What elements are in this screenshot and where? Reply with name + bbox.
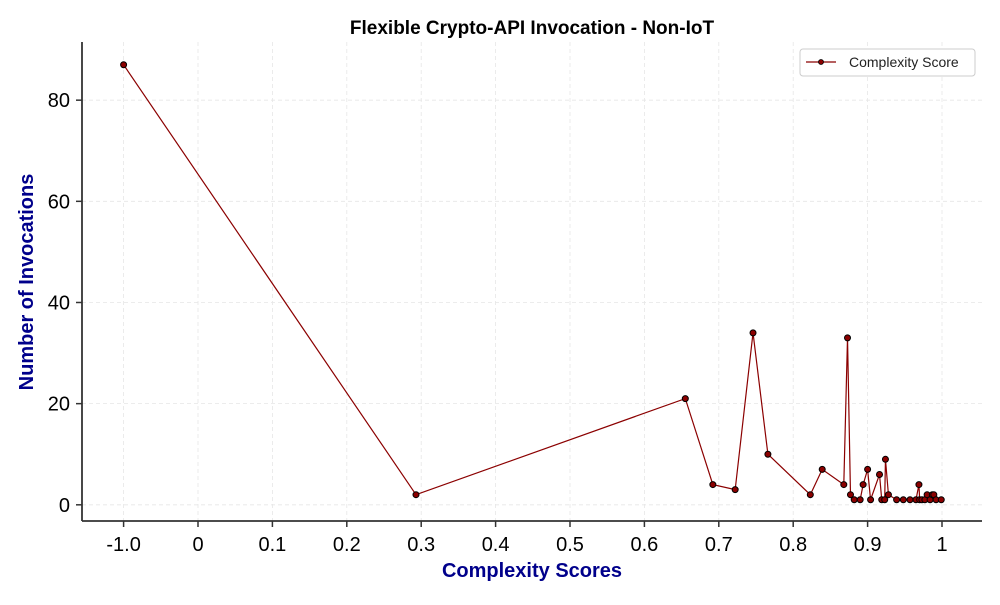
x-tick-label: 0.2: [333, 534, 361, 556]
data-point: [844, 334, 852, 342]
x-tick-label: 0.4: [482, 534, 510, 556]
chart-title: Flexible Crypto-API Invocation - Non-IoT: [350, 18, 715, 39]
data-point: [749, 329, 757, 337]
series-line: [123, 64, 942, 502]
series-complexity-score: [120, 61, 945, 504]
x-tick-label: 0.7: [705, 534, 733, 556]
legend-marker-swatch: [818, 59, 824, 65]
data-point: [846, 491, 854, 499]
y-tick-label: 0: [59, 495, 70, 517]
y-axis-label: Number of Invocations: [16, 174, 38, 391]
y-tick-label: 60: [48, 191, 70, 213]
data-point: [867, 496, 875, 504]
data-point: [412, 491, 420, 499]
grid: [82, 42, 982, 521]
data-point: [906, 496, 914, 504]
data-point: [893, 496, 901, 504]
data-point: [881, 496, 889, 504]
y-tick-label: 80: [48, 90, 70, 112]
x-axis-label: Complexity Scores: [442, 560, 622, 582]
x-tick-label: 0.1: [258, 534, 286, 556]
y-tick-label: 40: [48, 292, 70, 314]
data-point: [856, 496, 864, 504]
legend-box: [799, 48, 976, 77]
data-point: [681, 395, 689, 403]
data-point: [709, 481, 717, 489]
data-point: [859, 481, 867, 489]
x-tick-label: 0.5: [556, 534, 584, 556]
data-point: [850, 496, 858, 504]
x-tick-label: 0.8: [779, 534, 807, 556]
x-tick-label: 0.3: [407, 534, 435, 556]
data-point: [818, 465, 826, 473]
data-point: [731, 486, 739, 494]
data-point: [806, 491, 814, 499]
y-tick-label: 20: [48, 394, 70, 416]
data-point: [881, 455, 889, 463]
legend: Complexity Score: [799, 48, 976, 77]
x-tick-label: 1: [936, 534, 947, 556]
x-tick-label: 0.6: [630, 534, 658, 556]
x-tick-label: 0: [192, 534, 203, 556]
data-point: [899, 496, 907, 504]
axes: -1.0 0 0.1 0.2 0.3 0.4 0.5 0.6 0.7 0.8 0.9 1 0 20 40 60…: [48, 42, 982, 556]
data-point: [120, 61, 128, 69]
legend-label: Complexity Score: [849, 54, 959, 70]
data-point: [884, 491, 892, 499]
data-point: [915, 481, 923, 489]
x-tick-label: -1.0: [106, 534, 140, 556]
x-tick-label: 0.9: [854, 534, 882, 556]
data-point: [764, 450, 772, 458]
data-point: [876, 470, 884, 478]
data-point: [864, 465, 872, 473]
data-point: [840, 481, 848, 489]
data-point: [937, 496, 945, 504]
